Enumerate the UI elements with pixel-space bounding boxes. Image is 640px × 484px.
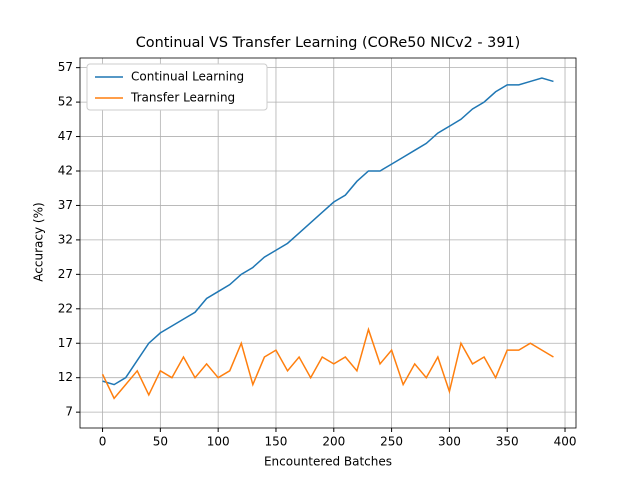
legend-label: Transfer Learning	[130, 91, 235, 105]
x-tick-label: 400	[554, 435, 577, 449]
series-line	[101, 326, 554, 400]
y-tick-label: 17	[58, 336, 73, 350]
y-tick-label: 32	[58, 232, 73, 246]
legend-label: Continual Learning	[131, 70, 244, 84]
x-tick-label: 250	[380, 435, 403, 449]
x-axis-label: Encountered Batches	[264, 455, 392, 469]
x-tick-label: 0	[99, 435, 107, 449]
legend-box	[86, 63, 268, 111]
series-line	[102, 77, 554, 386]
x-tick-label: 100	[207, 435, 230, 449]
x-tick-label: 300	[438, 435, 461, 449]
x-tick-label: 200	[322, 435, 345, 449]
y-tick-label: 27	[58, 267, 73, 281]
y-tick-label: 7	[65, 405, 73, 419]
y-axis-label: Accuracy (%)	[32, 202, 46, 281]
chart-title: Continual VS Transfer Learning (CORe50 N…	[136, 35, 521, 51]
x-tick-label: 350	[496, 435, 519, 449]
x-tick-label: 150	[265, 435, 288, 449]
y-tick-label: 42	[58, 163, 73, 177]
y-tick-label: 47	[58, 129, 73, 143]
x-tick-label: 50	[153, 435, 168, 449]
y-tick-label: 22	[58, 301, 73, 315]
y-tick-label: 57	[58, 60, 73, 74]
y-tick-label: 12	[58, 370, 73, 384]
y-tick-label: 52	[58, 95, 73, 109]
plot-frame	[79, 57, 577, 429]
y-tick-label: 37	[58, 198, 73, 212]
